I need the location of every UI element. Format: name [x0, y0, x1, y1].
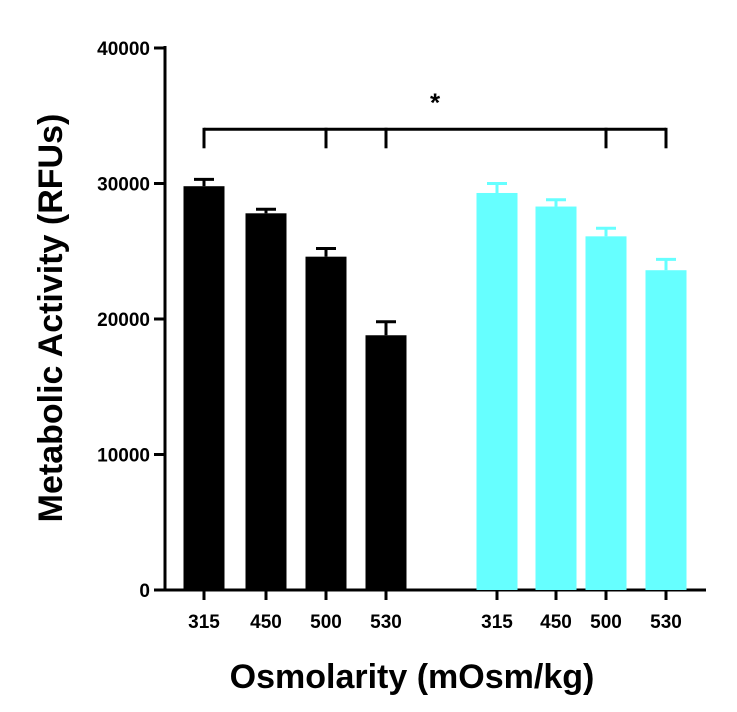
- y-axis: 0 10000 20000 30000 40000: [97, 39, 167, 602]
- x-tick-label: 530: [650, 612, 682, 633]
- y-tick-label: 20000: [97, 310, 150, 331]
- x-tick-label: 450: [250, 612, 282, 633]
- x-axis-title: Osmolarity (mOsm/kg): [230, 658, 595, 696]
- bars: [183, 177, 687, 591]
- bar: [645, 270, 687, 590]
- x-tick-label: 500: [310, 612, 342, 633]
- x-axis: 315 450 500 530 315 450 500 530: [163, 588, 706, 633]
- x-tick-label: 500: [590, 612, 622, 633]
- y-tick-label: 10000: [97, 446, 150, 467]
- bar: [365, 335, 407, 590]
- bar: [305, 256, 347, 590]
- annotations: *: [202, 87, 668, 149]
- bar: [535, 206, 577, 590]
- y-axis-title: Metabolic Activity (RFUs): [32, 114, 70, 523]
- bar: [585, 236, 627, 590]
- y-tick-label: 0: [139, 581, 150, 602]
- x-tick-label: 530: [370, 612, 402, 633]
- x-tick-label: 315: [481, 612, 513, 633]
- significance-asterisk: *: [430, 87, 441, 117]
- y-tick-label: 40000: [97, 39, 150, 60]
- x-tick-label: 450: [540, 612, 572, 633]
- x-tick-label: 315: [188, 612, 220, 633]
- bar: [476, 192, 518, 591]
- bar: [183, 186, 225, 590]
- y-tick-label: 30000: [97, 175, 150, 196]
- bar: [245, 213, 287, 590]
